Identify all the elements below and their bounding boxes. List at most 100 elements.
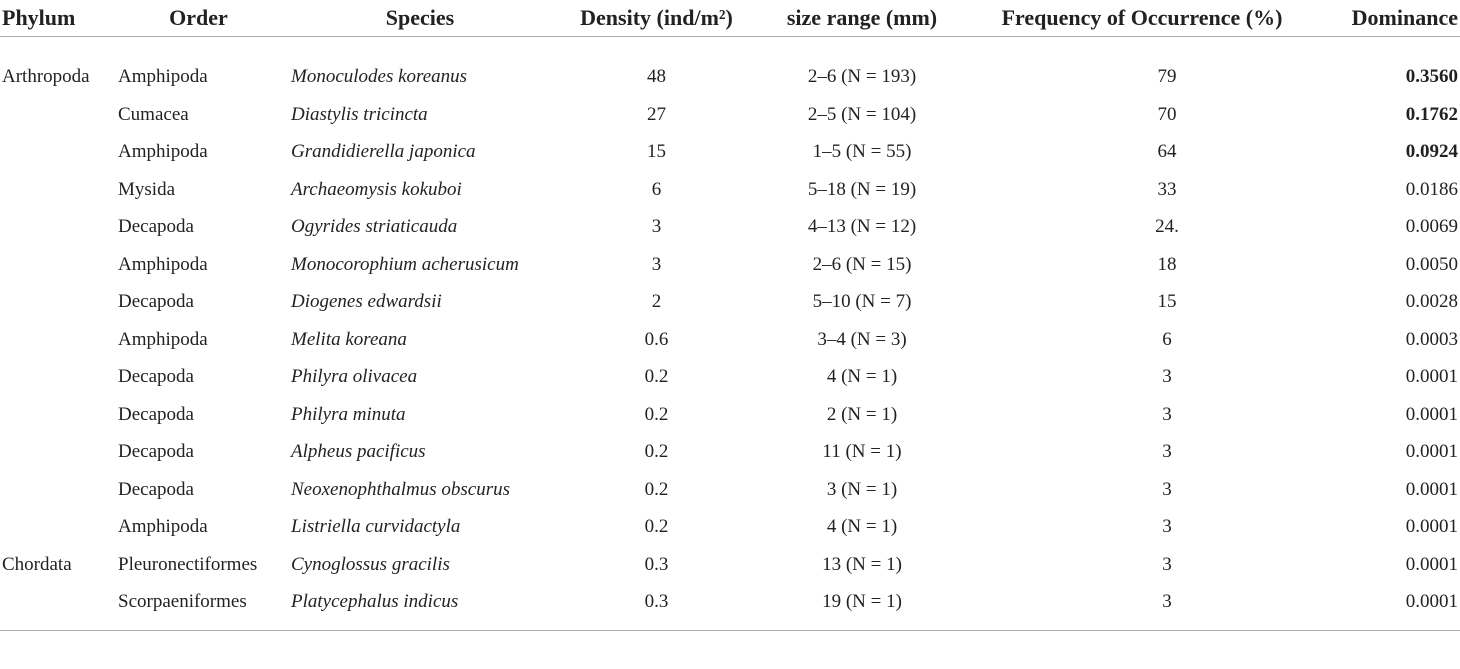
order-cell: Mysida	[118, 178, 175, 200]
density-cell: 0.3	[555, 583, 758, 631]
species-cell: Alpheus pacificus	[291, 441, 426, 462]
phylum-cell	[0, 246, 112, 284]
species-cell: Listriella curvidactyla	[291, 516, 461, 537]
table-row: Amphipoda Grandidierella japonica 15 1–5 (N…	[0, 133, 1460, 171]
phylum-cell	[0, 171, 112, 209]
phylum-cell	[0, 133, 112, 171]
frequency-cell: 24.	[1155, 216, 1179, 237]
species-cell: Diogenes edwardsii	[291, 291, 442, 312]
frequency-cell: 3	[966, 583, 1318, 631]
table-row: Decapoda Alpheus pacificus 0.2 11 (N = 1) 3 0…	[0, 433, 1460, 471]
frequency-cell: 70	[1157, 103, 1177, 125]
order-cell: Decapoda	[118, 478, 194, 500]
size-cell: 2–6 (N = 15)	[812, 253, 912, 275]
frequency-cell: 3	[1162, 553, 1172, 575]
species-cell: Archaeomysis kokuboi	[291, 178, 462, 200]
density-cell: 0.6	[644, 328, 669, 350]
density-cell: 0.2	[644, 516, 669, 537]
dominance-cell: 0.0001	[1405, 403, 1458, 425]
density-cell: 3	[651, 253, 662, 275]
table-row: Decapoda Diogenes edwardsii 2 5–10 (N = 7) 1…	[0, 283, 1460, 321]
density-cell: 2	[651, 291, 662, 312]
table-row: Decapoda Ogyrides striaticauda 3 4–13 (N = …	[0, 208, 1460, 246]
size-cell: 4–13 (N = 12)	[807, 216, 917, 237]
order-cell: Decapoda	[118, 291, 194, 312]
density-cell: 27	[647, 103, 666, 125]
density-cell: 48	[647, 66, 666, 87]
size-cell: 2 (N = 1)	[826, 403, 898, 425]
header-row: Phylum Order Species Density (ind/m²) size r…	[0, 0, 1460, 37]
table-row: Mysida Archaeomysis kokuboi 6 5–18 (N = 19)…	[0, 171, 1460, 209]
order-cell: Amphipoda	[118, 516, 208, 537]
dominance-cell: 0.0003	[1405, 328, 1458, 350]
species-cell: Philyra olivacea	[291, 366, 418, 387]
table-row: Amphipoda Melita koreana 0.6 3–4 (N = 3) 6 0.…	[0, 321, 1460, 359]
order-cell: Amphipoda	[118, 66, 208, 87]
phylum-cell	[0, 208, 112, 246]
phylum-cell	[0, 396, 112, 434]
density-cell: 6	[651, 178, 662, 200]
frequency-cell: 33	[1157, 178, 1177, 200]
phylum-cell	[0, 583, 112, 631]
size-cell: 3 (N = 1)	[826, 478, 898, 500]
species-cell: Neoxenophthalmus obscurus	[291, 478, 511, 500]
dominance-cell: 0.0001	[1405, 441, 1458, 462]
species-cell: Ogyrides striaticauda	[291, 216, 458, 237]
size-cell: 13 (N = 1)	[822, 553, 902, 575]
phylum-cell	[0, 96, 112, 134]
dominance-cell: 0.0001	[1318, 583, 1460, 631]
order-cell: Amphipoda	[118, 328, 208, 350]
dominance-cell: 0.1762	[1405, 103, 1458, 125]
size-cell: 3–4 (N = 3)	[817, 328, 907, 350]
frequency-cell: 3	[1162, 516, 1172, 537]
table-row: Decapoda Philyra olivacea 0.2 4 (N = 1) 3 0.0…	[0, 358, 1460, 396]
density-cell: 0.2	[644, 441, 669, 462]
order-cell: Decapoda	[118, 366, 194, 387]
species-cell: Platycephalus indicus	[285, 583, 555, 631]
size-cell: 5–18 (N = 19)	[807, 178, 917, 200]
order-cell: Decapoda	[118, 441, 194, 462]
dominance-cell: 0.0001	[1405, 478, 1458, 500]
column-header: Density (ind/m²)	[555, 0, 758, 37]
phylum-cell	[0, 433, 112, 471]
table-row: Decapoda Philyra minuta 0.2 2 (N = 1) 3 0.000…	[0, 396, 1460, 434]
frequency-cell: 3	[1162, 478, 1172, 500]
dominance-cell: 0.0001	[1405, 366, 1458, 387]
size-cell: 2–5 (N = 104)	[807, 103, 917, 125]
table-row: Amphipoda Listriella curvidactyla 0.2 4 (N …	[0, 508, 1460, 546]
column-header: size range (mm)	[758, 0, 966, 37]
species-cell: Melita koreana	[291, 328, 407, 350]
species-cell: Philyra minuta	[291, 403, 406, 425]
species-cell: Cynoglossus gracilis	[291, 553, 450, 575]
column-header: Dominance	[1318, 0, 1460, 37]
order-cell: Decapoda	[118, 403, 194, 425]
density-cell: 0.2	[644, 478, 669, 500]
frequency-cell: 18	[1157, 253, 1177, 275]
frequency-cell: 3	[1162, 366, 1172, 387]
order-cell: Scorpaeniformes	[112, 583, 285, 631]
density-cell: 0.3	[644, 553, 669, 575]
order-cell: Amphipoda	[118, 141, 208, 162]
dominance-cell: 0.0001	[1405, 516, 1458, 537]
size-cell: 4 (N = 1)	[826, 366, 898, 387]
frequency-cell: 64	[1157, 141, 1177, 162]
dominance-cell: 0.3560	[1405, 66, 1458, 87]
column-header: Order	[112, 0, 285, 37]
table-header: Phylum Order Species Density (ind/m²) size r…	[0, 0, 1460, 37]
species-cell: Diastylis tricincta	[291, 103, 428, 125]
frequency-cell: 3	[1162, 403, 1172, 425]
dominance-cell: 0.0069	[1405, 216, 1458, 237]
density-cell: 0.2	[644, 403, 669, 425]
frequency-cell: 3	[1162, 441, 1172, 462]
size-cell: 5–10 (N = 7)	[812, 291, 912, 312]
size-cell: 2–6 (N = 193)	[807, 66, 917, 87]
order-cell: Pleuronectiformes	[118, 553, 258, 575]
dominance-cell: 0.0924	[1405, 141, 1458, 162]
size-cell: 1–5 (N = 55)	[812, 141, 912, 162]
dominance-cell: 0.0186	[1405, 178, 1458, 200]
density-cell: 3	[651, 216, 662, 237]
table-row: Cumacea Diastylis tricincta 27 2–5 (N = 104…	[0, 96, 1460, 134]
phylum-cell	[0, 471, 112, 509]
table-row: Scorpaeniformes Platycephalus indicus 0.3 1…	[0, 583, 1460, 631]
